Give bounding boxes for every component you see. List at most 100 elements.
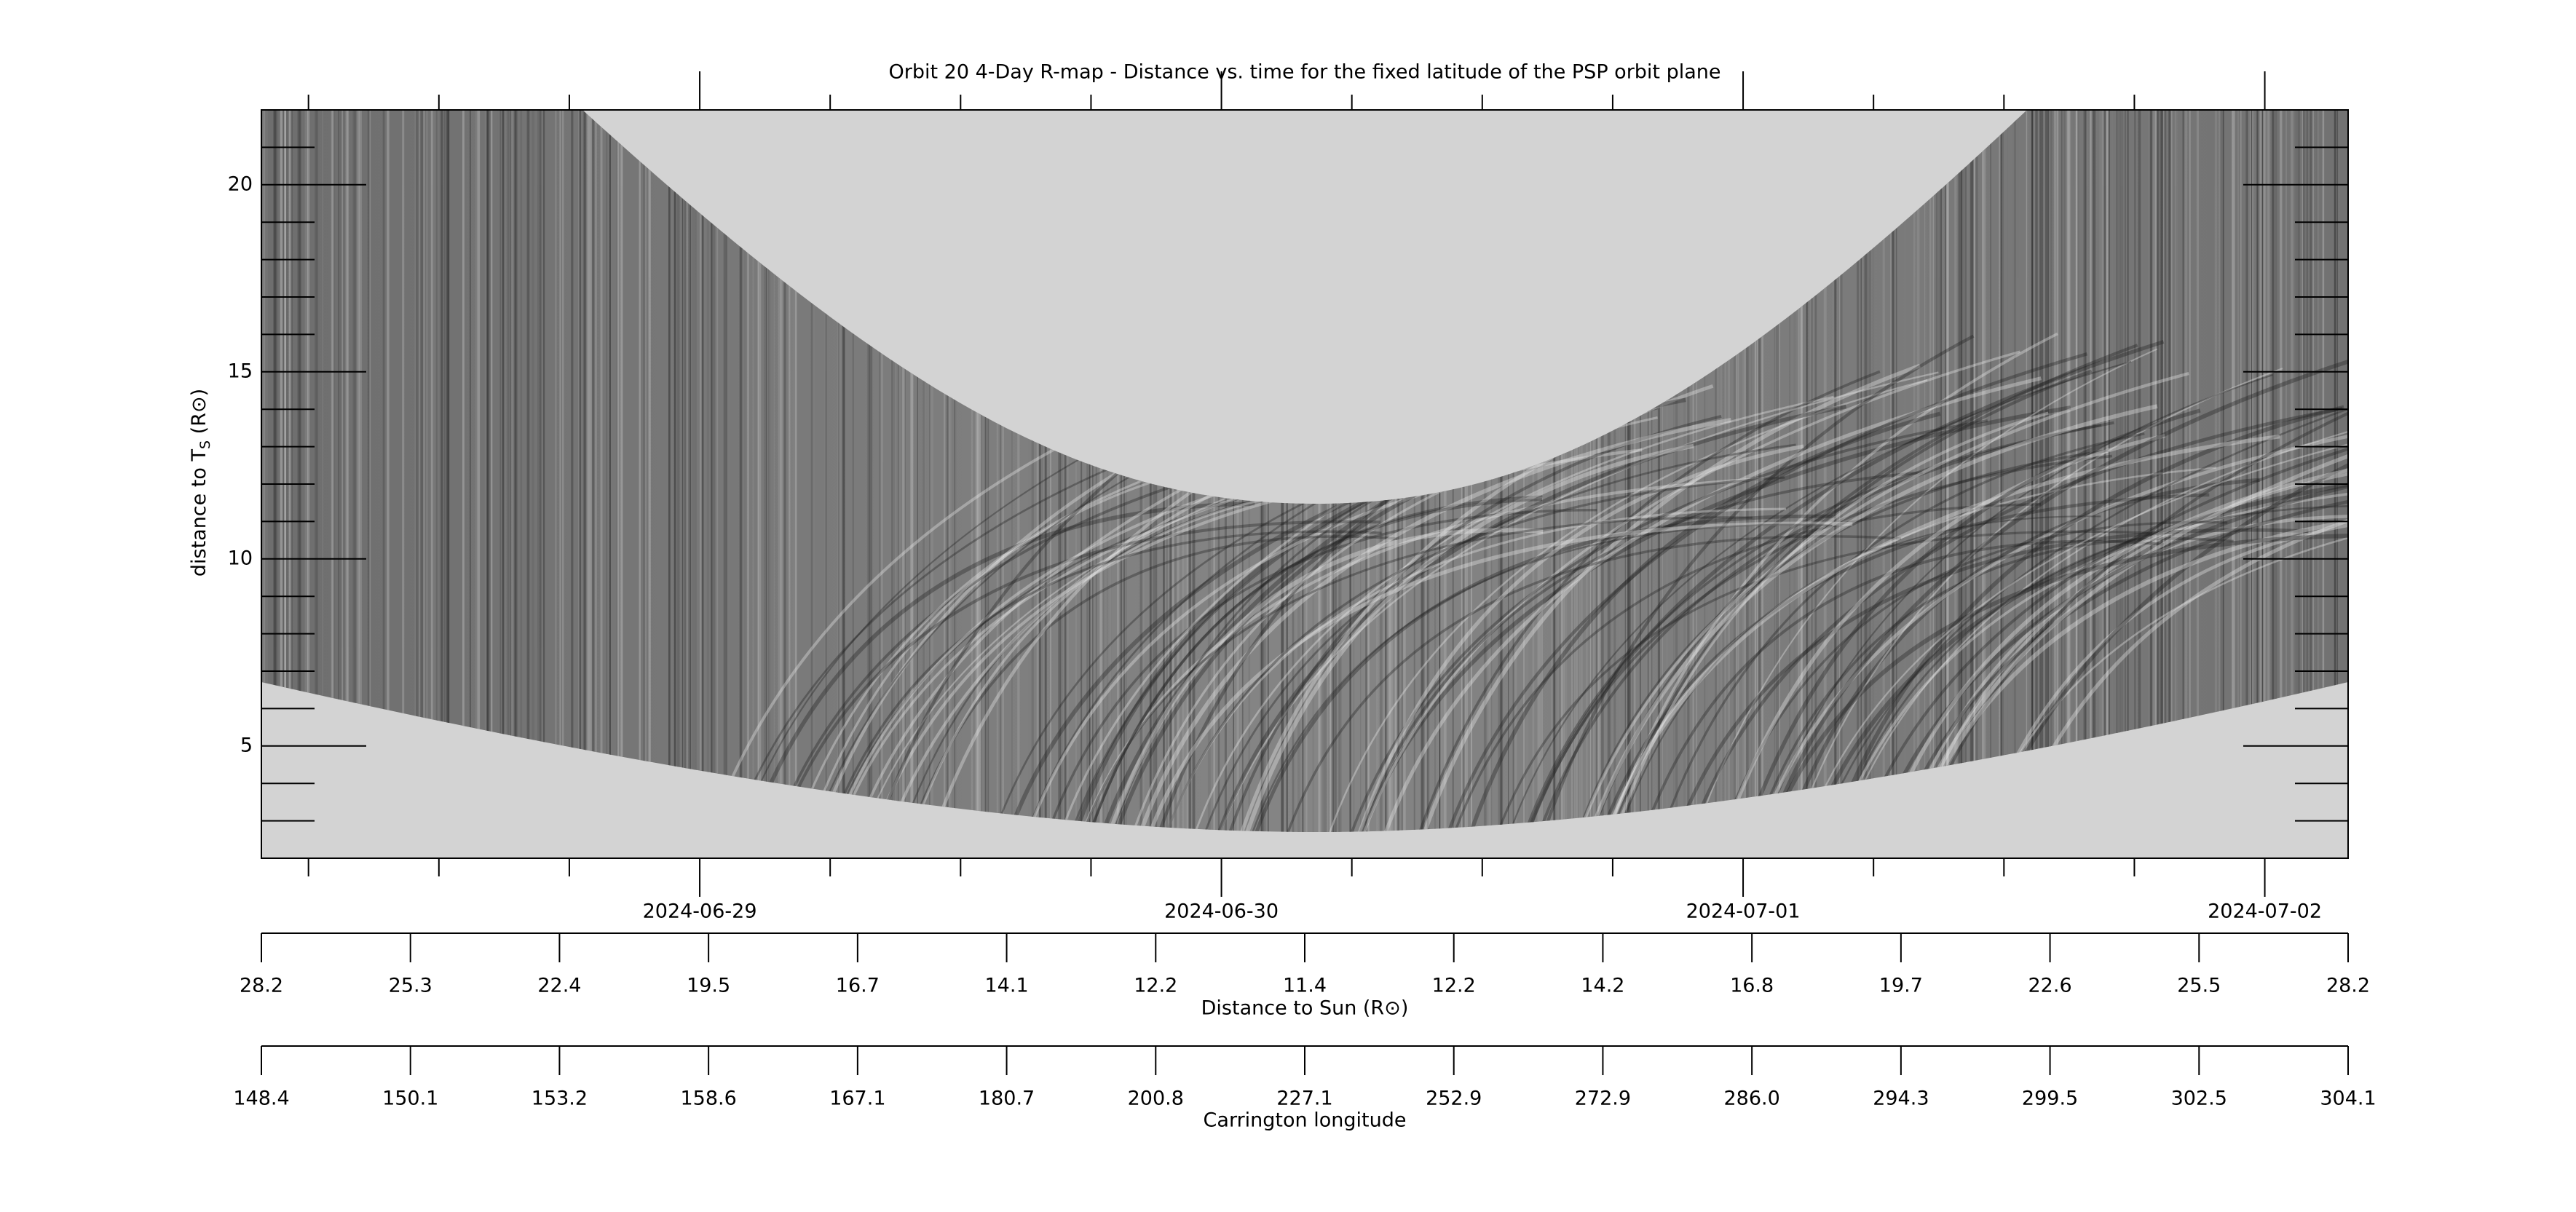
sun-distance-tick-label: 16.8 xyxy=(1730,975,1774,997)
texture-streak xyxy=(1445,503,2042,832)
texture-streak xyxy=(1414,363,1921,832)
texture-streak xyxy=(1236,443,1694,832)
texture-streak xyxy=(1410,370,1881,832)
sun-distance-axis-label: Distance to Sun (R⊙) xyxy=(1201,997,1409,1020)
sun-distance-tick-label: 22.4 xyxy=(537,975,581,997)
x-tick-label: 2024-06-30 xyxy=(1164,900,1279,923)
sun-distance-tick-label: 11.4 xyxy=(1283,975,1327,997)
texture-streak xyxy=(1600,332,2058,832)
texture-streak xyxy=(1827,482,2348,832)
texture-streak xyxy=(1568,449,2109,832)
texture-streak xyxy=(1715,434,2166,832)
texture-streak xyxy=(1686,348,2157,832)
texture-streak xyxy=(1533,334,1975,832)
texture-streak xyxy=(1375,376,2042,832)
texture-streak xyxy=(1156,507,1787,832)
texture-streak xyxy=(1785,368,2283,832)
texture-streak xyxy=(1758,352,2348,832)
texture-streak xyxy=(1438,352,2088,832)
carrington-axis-label: Carrington longitude xyxy=(1204,1109,1407,1132)
texture-streak xyxy=(1911,339,2348,832)
texture-streak xyxy=(1903,462,2348,832)
texture-streak xyxy=(1278,535,1902,832)
carrington-tick-label: 304.1 xyxy=(2320,1088,2376,1110)
texture-streak xyxy=(1210,371,1939,832)
carrington-tick-label: 272.9 xyxy=(1575,1088,1631,1110)
y-label-suffix: (R⊙) xyxy=(188,389,210,440)
texture-streak xyxy=(1609,515,2101,832)
texture-streak xyxy=(1518,454,2113,832)
sun-distance-tick-label: 14.2 xyxy=(1581,975,1624,997)
texture-streak xyxy=(1341,419,1988,832)
texture-streak xyxy=(740,501,1255,832)
carrington-tick-label: 167.1 xyxy=(829,1088,885,1110)
sun-distance-tick-label: 19.7 xyxy=(1879,975,1923,997)
texture-streak xyxy=(1822,405,2344,832)
texture-streak xyxy=(1596,434,2280,832)
texture-streak xyxy=(1320,379,1928,832)
texture-streak xyxy=(1894,515,2348,832)
texture-streak xyxy=(1850,395,2348,832)
texture-streak xyxy=(1350,471,1923,832)
texture-streak xyxy=(1736,408,2201,832)
sun-distance-tick-label: 12.2 xyxy=(1432,975,1476,997)
texture-streak xyxy=(1753,373,2273,832)
y-tick-label: 15 xyxy=(228,360,253,382)
texture-streak xyxy=(1080,498,1543,832)
texture-streak xyxy=(1129,417,1732,832)
y-tick-label: 10 xyxy=(228,547,253,569)
texture-streak xyxy=(1866,448,2348,832)
carrington-tick-label: 252.9 xyxy=(1426,1088,1482,1110)
texture-streak xyxy=(1801,463,2348,832)
sun-distance-tick-label: 22.6 xyxy=(2028,975,2072,997)
sun-distance-tick-label: 12.2 xyxy=(1134,975,1177,997)
texture-streak xyxy=(1156,476,1785,832)
y-label-text: distance to T xyxy=(188,448,210,577)
texture-streak xyxy=(1185,395,1834,832)
texture-streak xyxy=(1351,405,2071,832)
texture-streak xyxy=(1460,411,1941,832)
texture-streak xyxy=(1825,504,2348,832)
x-tick-label: 2024-07-02 xyxy=(2208,900,2322,923)
texture-streak xyxy=(1833,397,2348,832)
carrington-tick-label: 200.8 xyxy=(1128,1088,1184,1110)
texture-streak xyxy=(1580,404,2158,832)
texture-streak xyxy=(1745,537,2234,832)
texture-streak xyxy=(1246,514,1836,832)
carrington-tick-label: 158.6 xyxy=(680,1088,736,1110)
texture-streak xyxy=(1795,409,2348,832)
texture-streak xyxy=(1777,478,2260,832)
texture-streak xyxy=(818,530,1382,832)
texture-streak xyxy=(1569,371,2189,832)
texture-streak xyxy=(1487,530,2150,832)
texture-streak xyxy=(1759,533,2348,832)
texture-streak xyxy=(1500,360,2132,832)
texture-streak xyxy=(1099,528,1544,832)
texture-streak xyxy=(1902,502,2348,832)
texture-streak xyxy=(1875,450,2348,832)
texture-streak xyxy=(1195,443,1796,832)
y-tick-label: 20 xyxy=(228,173,253,195)
texture-streak xyxy=(1529,421,2114,832)
texture-streak xyxy=(1712,520,2228,832)
sun-distance-tick-label: 25.3 xyxy=(389,975,432,997)
y-label-subscript: S xyxy=(197,440,213,449)
sun-distance-tick-label: 25.5 xyxy=(2177,975,2221,997)
x-tick-label: 2024-07-01 xyxy=(1686,900,1801,923)
carrington-tick-label: 294.3 xyxy=(1873,1088,1929,1110)
texture-streak xyxy=(1349,444,1804,832)
sun-distance-tick-label: 28.2 xyxy=(2326,975,2370,997)
texture-streak xyxy=(769,520,1381,832)
carrington-tick-label: 286.0 xyxy=(1723,1088,1779,1110)
texture-streak xyxy=(901,535,1398,832)
texture-streak xyxy=(1038,508,1597,832)
texture-streak xyxy=(1208,404,1847,832)
texture-streak xyxy=(1139,521,1853,832)
texture-streak xyxy=(1886,472,2348,832)
carrington-tick-label: 150.1 xyxy=(382,1088,438,1110)
y-tick-label: 5 xyxy=(240,734,253,756)
texture-streak xyxy=(1592,493,2210,832)
x-tick-label: 2024-06-29 xyxy=(643,900,757,923)
texture-streak xyxy=(1515,424,2102,832)
carrington-tick-label: 302.5 xyxy=(2171,1088,2227,1110)
